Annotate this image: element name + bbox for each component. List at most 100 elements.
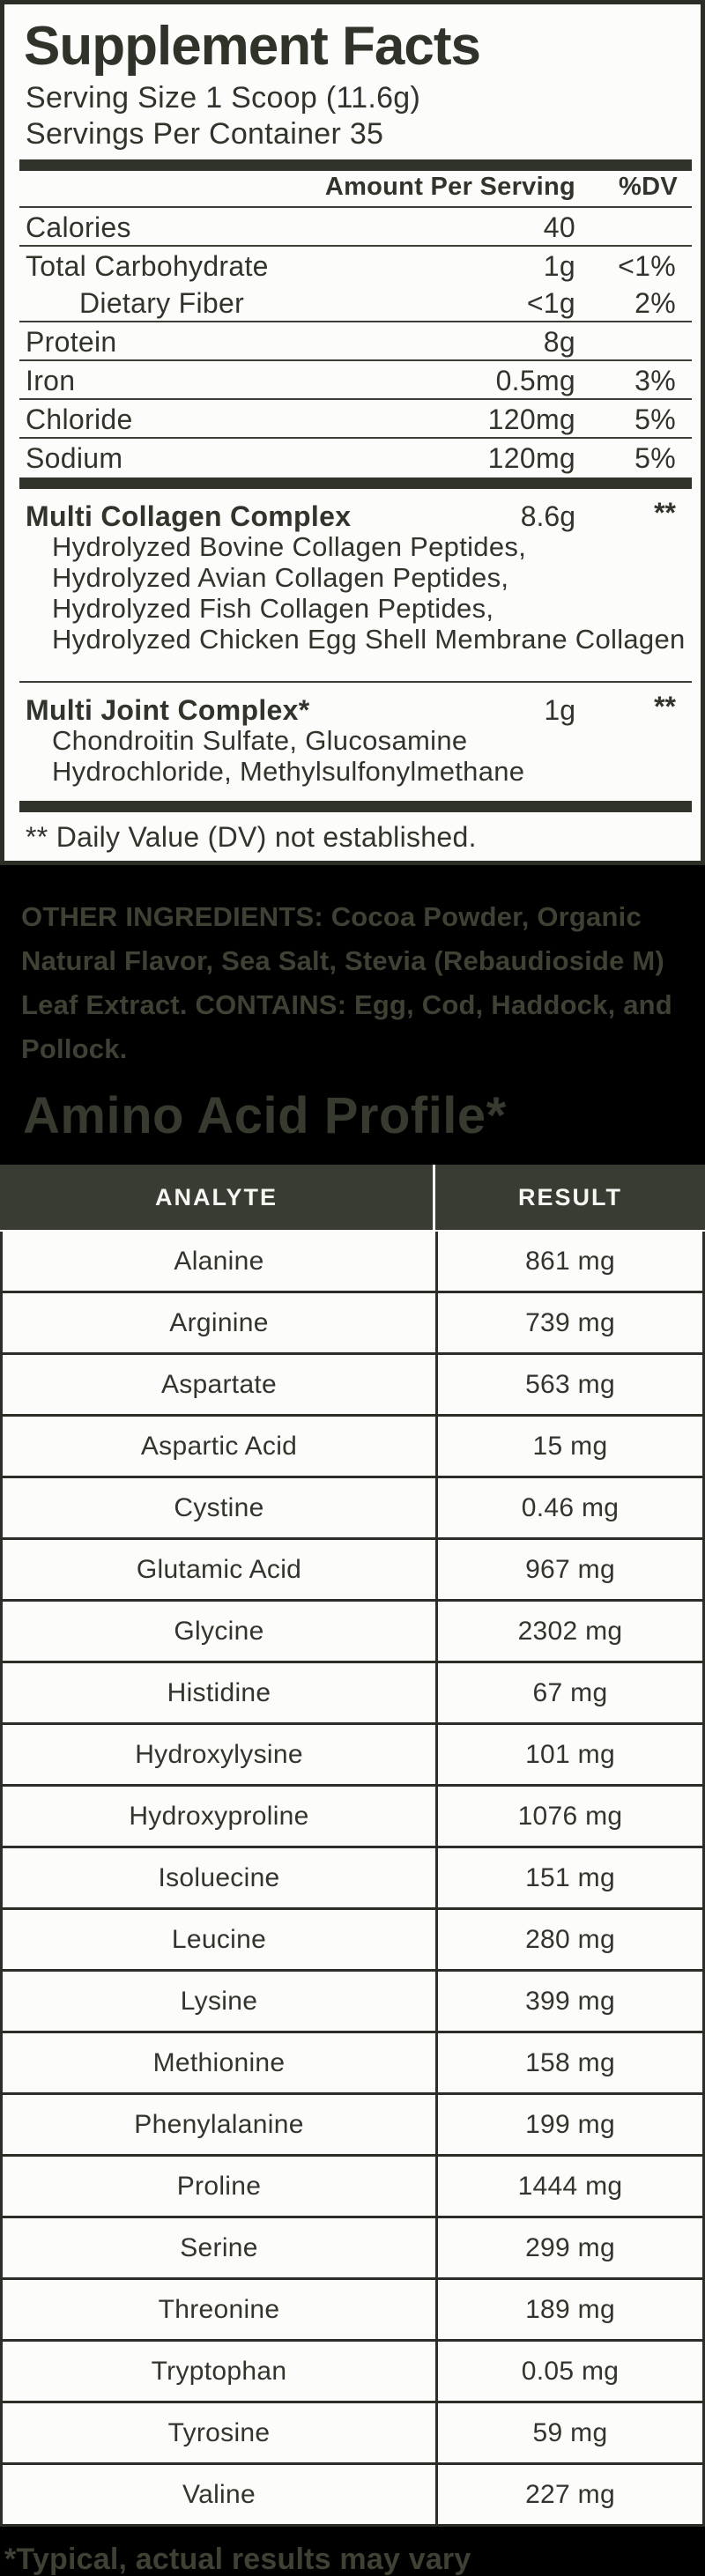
analyte-cell: Phenylalanine [3, 2095, 438, 2154]
result-cell: 739 mg [525, 1307, 615, 1337]
table-row: Tryptophan 0.05 mg [3, 2342, 702, 2403]
nutrient-amount: 40 [543, 211, 575, 243]
other-ingredients-text: Cocoa Powder, Organic Natural Flavor, Se… [21, 901, 664, 1020]
result-cell: 1076 mg [517, 1801, 623, 1831]
analyte-cell: Cystine [3, 1478, 438, 1537]
result-cell: 158 mg [525, 2047, 615, 2077]
nutrient-name: Total Carbohydrate [26, 250, 269, 282]
result-cell: 0.46 mg [521, 1492, 620, 1522]
daily-value-note: ** Daily Value (DV) not established. [26, 821, 477, 853]
analyte-cell: Arginine [3, 1293, 438, 1352]
amount-per-serving-header: Amount Per Serving [324, 173, 575, 201]
nutrient-amount: 120mg [487, 403, 575, 435]
result-cell: 0.05 mg [521, 2356, 620, 2386]
nutrient-row: Chloride 120mg 5% [4, 400, 701, 437]
complex-ingredient-line: Hydrolyzed Fish Collagen Peptides, [52, 593, 494, 624]
typical-results-footnote: *Typical, actual results may vary [4, 2543, 471, 2576]
nutrient-row: Iron 0.5mg 3% [4, 361, 701, 398]
complex-name: Multi Joint Complex* [26, 694, 310, 726]
table-row: Isoluecine 151 mg [3, 1848, 702, 1910]
other-ingredients-label: OTHER INGREDIENTS: [21, 901, 323, 932]
other-ingredients-paragraph: OTHER INGREDIENTS: Cocoa Powder, Organic… [21, 865, 684, 1071]
analyte-cell: Tyrosine [3, 2403, 438, 2462]
table-row: Phenylalanine 199 mg [3, 2095, 702, 2157]
result-cell: 1444 mg [517, 2171, 623, 2201]
complex-dv: ** [654, 497, 676, 529]
result-cell: 15 mg [532, 1431, 608, 1461]
complex-dv: ** [654, 691, 676, 722]
hairline-divider [19, 398, 692, 400]
table-row: Lysine 399 mg [3, 1972, 702, 2033]
analyte-column-header: ANALYTE [0, 1165, 435, 1230]
analyte-cell: Aspartic Acid [3, 1417, 438, 1476]
nutrient-dv: 3% [634, 365, 676, 396]
result-cell: 189 mg [525, 2294, 615, 2324]
analyte-cell: Alanine [3, 1232, 438, 1291]
nutrient-row: Dietary Fiber <1g 2% [4, 284, 701, 321]
serving-size-line: Serving Size 1 Scoop (11.6g) [26, 81, 421, 115]
nutrient-row: Total Carbohydrate 1g <1% [4, 247, 701, 284]
nutrient-name: Dietary Fiber [79, 287, 245, 319]
supplement-facts-panel: Supplement Facts Serving Size 1 Scoop (1… [0, 0, 705, 865]
complex-amount: 8.6g [520, 500, 575, 532]
analyte-cell: Tryptophan [3, 2342, 438, 2401]
result-cell: 299 mg [525, 2232, 615, 2262]
nutrient-row: Calories 40 [4, 208, 701, 245]
result-cell: 101 mg [525, 1739, 615, 1769]
complex-amount: 1g [544, 694, 575, 726]
complex-name: Multi Collagen Complex [26, 500, 352, 532]
amino-table-header: ANALYTE RESULT [0, 1165, 705, 1232]
thick-divider-bar [19, 159, 692, 171]
table-row: Glycine 2302 mg [3, 1602, 702, 1663]
result-cell: 280 mg [525, 1924, 615, 1954]
nutrient-name: Protein [26, 326, 117, 358]
amino-acid-profile-title: Amino Acid Profile* [23, 1087, 507, 1144]
table-row: Threonine 189 mg [3, 2280, 702, 2342]
nutrient-row: Sodium 120mg 5% [4, 439, 701, 476]
analyte-cell: Histidine [3, 1663, 438, 1722]
analyte-cell: Glycine [3, 1602, 438, 1661]
nutrient-row: Protein 8g [4, 322, 701, 359]
nutrient-amount: 0.5mg [495, 365, 575, 396]
analyte-cell: Isoluecine [3, 1848, 438, 1907]
table-row: Proline 1444 mg [3, 2157, 702, 2218]
lower-black-section: OTHER INGREDIENTS: Cocoa Powder, Organic… [0, 865, 705, 2576]
hairline-divider [19, 245, 692, 247]
thick-divider-bar [19, 477, 692, 489]
table-row: Leucine 280 mg [3, 1910, 702, 1972]
result-cell: 2302 mg [517, 1616, 623, 1646]
table-row: Aspartate 563 mg [3, 1355, 702, 1417]
analyte-cell: Glutamic Acid [3, 1540, 438, 1599]
result-cell: 399 mg [525, 1986, 615, 2016]
hairline-divider [19, 206, 692, 208]
analyte-cell: Hydroxylysine [3, 1725, 438, 1784]
nutrient-name: Sodium [26, 442, 123, 474]
result-column-header: RESULT [518, 1183, 622, 1210]
percent-dv-header: %DV [619, 173, 678, 201]
thick-divider-bar [19, 801, 692, 812]
table-row: Tyrosine 59 mg [3, 2403, 702, 2465]
nutrient-dv: 5% [634, 442, 676, 474]
hairline-divider [19, 359, 692, 361]
result-cell: 67 mg [532, 1677, 608, 1707]
analyte-cell: Serine [3, 2218, 438, 2277]
table-row: Cystine 0.46 mg [3, 1478, 702, 1540]
analyte-cell: Threonine [3, 2280, 438, 2339]
nutrient-amount: <1g [526, 287, 575, 319]
analyte-cell: Methionine [3, 2033, 438, 2092]
analyte-cell: Proline [3, 2157, 438, 2216]
servings-per-container-line: Servings Per Container 35 [26, 117, 384, 151]
amino-acid-table: Alanine 861 mg Arginine 739 mg Aspartate 563 … [0, 1232, 705, 2527]
complex-row: Multi Collagen Complex 8.6g ** [26, 497, 701, 532]
complex-ingredient-line: Chondroitin Sulfate, Glucosamine [52, 725, 468, 756]
supplement-facts-title: Supplement Facts [24, 16, 481, 77]
table-row: Histidine 67 mg [3, 1663, 702, 1725]
result-cell: 199 mg [525, 2109, 615, 2139]
table-row: Hydroxyproline 1076 mg [3, 1787, 702, 1848]
complex-ingredient-line: Hydrolyzed Avian Collagen Peptides, [52, 562, 509, 593]
result-cell: 227 mg [525, 2479, 615, 2509]
complex-ingredient-line: Hydrolyzed Chicken Egg Shell Membrane Co… [52, 624, 686, 655]
nutrient-amount: 8g [543, 326, 575, 358]
nutrient-name: Chloride [26, 403, 133, 435]
hairline-divider [19, 437, 692, 439]
